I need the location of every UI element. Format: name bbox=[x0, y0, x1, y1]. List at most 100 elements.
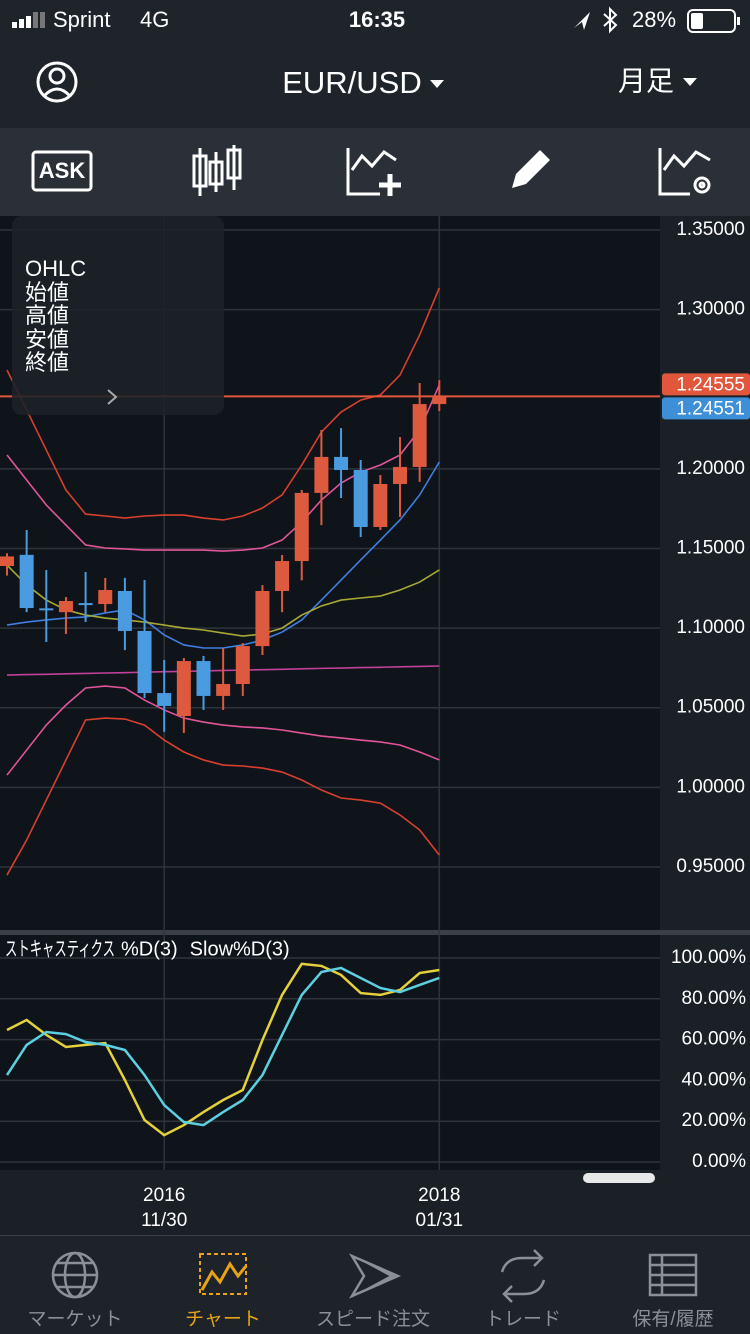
candle-body bbox=[294, 492, 309, 562]
tab-history[interactable]: 保有/履歴 bbox=[632, 1253, 714, 1330]
price-tag-label: 1.24555 bbox=[676, 374, 745, 395]
bluetooth-icon bbox=[603, 6, 618, 34]
y-tick-label: 20.00% bbox=[682, 1110, 747, 1131]
indicator-line bbox=[6, 685, 440, 776]
y-tick-label: 1.35000 bbox=[676, 219, 745, 240]
ohlc-title: OHLC bbox=[25, 256, 86, 281]
candle-body bbox=[176, 661, 191, 716]
x-tick-label: 11/30 bbox=[141, 1210, 187, 1231]
legend-entry: Slow%D(3) bbox=[190, 938, 290, 960]
ask-button[interactable]: ASK bbox=[31, 150, 93, 192]
ohlc-panel: OHLC 始値 高値 安値 終値 bbox=[12, 216, 224, 415]
location-icon bbox=[574, 12, 590, 30]
y-tick-label: 1.10000 bbox=[676, 617, 745, 638]
y-tick-label: 1.15000 bbox=[676, 537, 745, 558]
network: 4G bbox=[140, 7, 169, 32]
candle-body bbox=[98, 590, 113, 605]
y-tick-label: 100.00% bbox=[671, 947, 746, 968]
indicator-line bbox=[6, 717, 440, 876]
expand-chevron[interactable] bbox=[107, 389, 118, 405]
tab-market[interactable]: マーケット bbox=[27, 1251, 123, 1330]
clock: 16:35 bbox=[349, 7, 405, 32]
symbol: EUR/USD bbox=[282, 65, 422, 100]
price-tag bbox=[662, 373, 750, 396]
y-tick-label: 40.00% bbox=[682, 1069, 747, 1090]
x-tick-label: 01/31 bbox=[416, 1210, 464, 1231]
candle-body bbox=[314, 456, 329, 493]
stochastic-line bbox=[6, 962, 440, 1137]
x-tick-label: 2018 bbox=[418, 1185, 460, 1206]
candle-body bbox=[432, 396, 447, 405]
ask-label: ASK bbox=[39, 158, 86, 183]
tab-trade[interactable]: トレード bbox=[485, 1249, 561, 1330]
candle-body bbox=[58, 601, 73, 613]
stochastic-line bbox=[5, 966, 440, 1127]
y-tick-label: 1.20000 bbox=[676, 458, 745, 479]
candle-body bbox=[117, 590, 132, 631]
tab-speed-order[interactable]: スピード注文 bbox=[316, 1253, 430, 1330]
symbol-selector[interactable]: EUR/USD bbox=[282, 65, 444, 100]
ohlc-row: 高値 bbox=[25, 303, 69, 328]
battery-fill bbox=[691, 13, 703, 29]
candle-body bbox=[196, 661, 211, 696]
ohlc-row: 安値 bbox=[25, 327, 69, 352]
add-indicator-button[interactable] bbox=[346, 148, 401, 196]
indicator-line bbox=[6, 564, 440, 637]
indicator-line bbox=[6, 384, 441, 552]
tab-label: トレード bbox=[485, 1309, 561, 1330]
candle-body bbox=[19, 554, 34, 609]
candle-body bbox=[78, 603, 93, 606]
candle-body bbox=[0, 556, 14, 566]
price-tag-label: 1.24551 bbox=[676, 398, 745, 419]
candle-body bbox=[275, 561, 290, 591]
ohlc-row: 始値 bbox=[25, 280, 69, 305]
candle-body bbox=[393, 466, 407, 484]
toolbar-bg bbox=[0, 128, 750, 216]
y-tick-label: 0.95000 bbox=[676, 856, 745, 877]
indicator-settings-button[interactable] bbox=[658, 148, 711, 196]
candle-body bbox=[39, 608, 54, 611]
y-tick-label: 0.00% bbox=[692, 1151, 746, 1172]
candle-body bbox=[353, 469, 368, 527]
axis-labels: 1.35000 1.30000 1.20000 1.15000 1.10000 1.050… bbox=[0, 219, 750, 1231]
y-tick-label: 60.00% bbox=[682, 1029, 747, 1050]
y-tick-label: 1.30000 bbox=[676, 299, 745, 320]
tab-chart[interactable]: チャート bbox=[185, 1253, 261, 1330]
draw-button[interactable] bbox=[512, 150, 550, 188]
period: 月足 bbox=[618, 65, 674, 96]
period-selector[interactable]: 月足 bbox=[618, 65, 697, 96]
carrier: Sprint bbox=[53, 7, 110, 32]
header-bg bbox=[0, 0, 750, 128]
indicator-title: ストキャスティクス bbox=[5, 937, 115, 960]
candle-body bbox=[157, 693, 172, 706]
battery-level: 28% bbox=[632, 7, 676, 32]
indicator-line bbox=[6, 287, 441, 521]
profile-button[interactable] bbox=[36, 61, 78, 103]
candle-body bbox=[216, 683, 231, 696]
candle-body bbox=[255, 590, 270, 647]
candle-body bbox=[137, 630, 152, 694]
chart-type-button[interactable] bbox=[192, 145, 242, 196]
axis-bg bbox=[660, 216, 750, 1170]
candle-body bbox=[412, 404, 427, 467]
scroll-handle[interactable] bbox=[583, 1173, 655, 1183]
stochastic-lines bbox=[5, 962, 440, 1137]
battery-icon bbox=[687, 9, 736, 33]
x-tick-label: 2016 bbox=[143, 1185, 185, 1206]
ohlc-row: 終値 bbox=[25, 350, 69, 375]
candle-body bbox=[235, 646, 250, 684]
tab-label: スピード注文 bbox=[316, 1308, 430, 1330]
price-tag bbox=[662, 397, 750, 420]
candles bbox=[0, 380, 447, 734]
chart-divider bbox=[0, 930, 750, 935]
tab-label: チャート bbox=[185, 1309, 261, 1330]
y-tick-label: 1.00000 bbox=[676, 776, 745, 797]
y-tick-label: 80.00% bbox=[682, 988, 747, 1009]
battery-tip bbox=[737, 17, 740, 25]
tab-label: マーケット bbox=[27, 1309, 122, 1330]
y-tick-label: 1.05000 bbox=[676, 697, 745, 718]
candle-body bbox=[334, 456, 349, 470]
tab-label: 保有/履歴 bbox=[632, 1308, 713, 1330]
signal bbox=[12, 12, 45, 28]
